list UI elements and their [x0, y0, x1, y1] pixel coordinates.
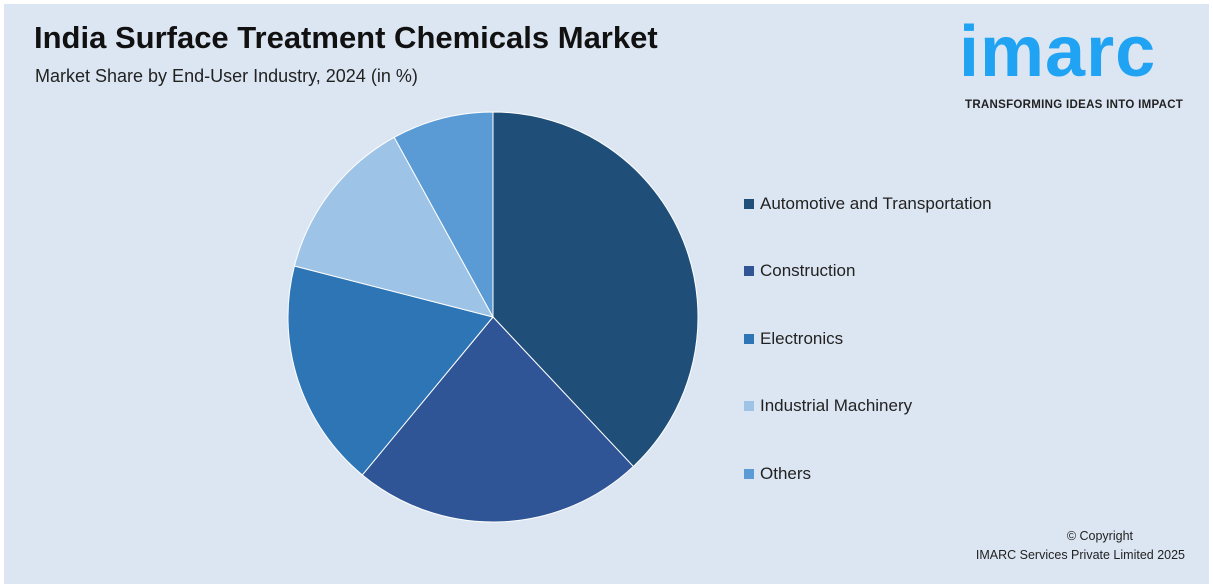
chart-subtitle: Market Share by End-User Industry, 2024 …	[35, 66, 418, 86]
imarc-logo: imarc TRANSFORMING IDEAS INTO IMPACT	[959, 10, 1199, 112]
legend-item: Automotive and Transportation	[744, 170, 992, 238]
legend-label: Electronics	[760, 328, 844, 348]
chart-title: India Surface Treatment Chemicals Market	[34, 20, 658, 55]
pie-slice-construction	[361, 316, 635, 523]
logo-wordmark: imarc	[959, 12, 1157, 92]
legend-label: Industrial Machinery	[760, 396, 913, 416]
legend-swatch	[744, 333, 754, 344]
pie-slice-automotive-and-transportation	[492, 111, 699, 468]
legend-item: Others	[744, 440, 992, 508]
logo-tagline: TRANSFORMING IDEAS INTO IMPACT	[965, 99, 1184, 111]
legend-label: Others	[760, 463, 812, 483]
legend-swatch	[744, 468, 754, 479]
legend-label: Construction	[760, 261, 856, 281]
copyright-company: IMARC Services Private Limited 2025	[975, 548, 1185, 562]
legend-swatch	[744, 401, 754, 412]
chart-frame: India Surface Treatment Chemicals Market…	[4, 4, 1209, 584]
legend-swatch	[744, 266, 754, 277]
legend-item: Electronics	[744, 305, 992, 373]
legend-item: Industrial Machinery	[744, 373, 992, 441]
pie-slice-industrial-machinery	[293, 136, 494, 318]
chart-legend: Automotive and Transportation Constructio…	[744, 170, 992, 508]
legend-item: Construction	[744, 238, 992, 306]
pie-slice-electronics	[287, 265, 494, 476]
legend-swatch	[744, 198, 754, 209]
copyright: © Copyright IMARC Services Private Limit…	[976, 527, 1185, 565]
pie-chart	[287, 111, 699, 523]
copyright-label: © Copyright	[1066, 529, 1133, 543]
pie-slice-others	[393, 111, 494, 318]
legend-label: Automotive and Transportation	[760, 193, 992, 213]
